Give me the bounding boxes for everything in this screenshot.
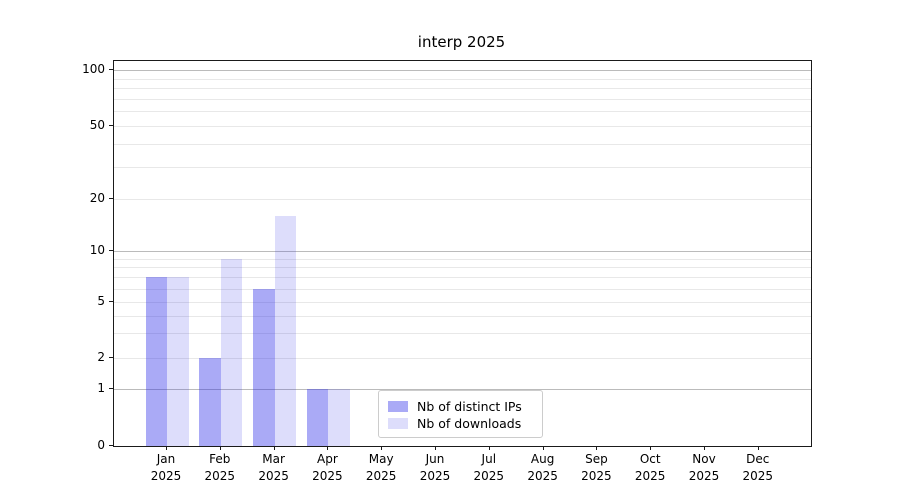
x-tick-label-jan: Jan 2025 — [150, 452, 182, 483]
x-tick-label-nov: Nov 2025 — [688, 452, 720, 483]
gridline-minor-3 — [114, 333, 811, 335]
x-tick-label-mar: Mar 2025 — [258, 452, 289, 483]
x-tick-mark-dec — [757, 446, 759, 450]
x-tick-mark-jul — [488, 446, 490, 450]
bar-downloads-mar — [274, 215, 297, 446]
y-tick-label-10: 10 — [89, 243, 105, 257]
legend-label-distinct-ips: Nb of distinct IPs — [417, 398, 522, 414]
bar-ips-apr — [306, 389, 329, 446]
y-tick-mark-100 — [109, 69, 113, 70]
gridline-minor-5 — [114, 302, 811, 303]
gridline-minor-50 — [114, 126, 811, 127]
bar-downloads-jan — [167, 277, 189, 446]
y-tick-label-1: 1 — [97, 381, 105, 395]
x-tick-mark-mar — [273, 446, 275, 450]
plot-area — [113, 60, 812, 447]
gridline-minor-80 — [114, 88, 811, 89]
y-tick-mark-2 — [109, 357, 113, 358]
x-tick-mark-jan — [166, 446, 167, 450]
x-tick-mark-nov — [704, 446, 705, 450]
gridline-major-10 — [114, 251, 811, 252]
x-tick-mark-apr — [327, 446, 329, 450]
y-tick-mark-0 — [109, 445, 113, 446]
gridline-major-100 — [114, 70, 811, 71]
legend: Nb of distinct IPs Nb of downloads — [378, 390, 543, 438]
gridline-minor-9 — [114, 258, 811, 260]
x-tick-label-apr: Apr 2025 — [312, 452, 343, 483]
y-tick-label-0: 0 — [97, 438, 105, 452]
legend-label-downloads: Nb of downloads — [417, 415, 522, 431]
y-tick-label-20: 20 — [89, 191, 105, 205]
bar-ips-feb — [199, 358, 221, 446]
bar-downloads-feb — [220, 258, 243, 446]
bar-ips-mar — [253, 288, 275, 446]
y-tick-label-5: 5 — [97, 294, 105, 308]
gridline-minor-2 — [114, 358, 811, 359]
x-tick-label-may: May 2025 — [365, 452, 397, 483]
legend-swatch-distinct-ips — [388, 400, 408, 412]
x-tick-label-aug: Aug 2025 — [527, 452, 558, 483]
y-tick-label-2: 2 — [97, 350, 105, 364]
x-tick-mark-feb — [219, 446, 221, 450]
x-tick-label-oct: Oct 2025 — [634, 452, 666, 483]
gridline-minor-20 — [114, 199, 811, 200]
x-tick-mark-sep — [596, 446, 598, 450]
legend-item-distinct-ips: Nb of distinct IPs — [388, 398, 533, 414]
gridline-minor-70 — [114, 98, 811, 100]
chart-title: interp 2025 — [417, 33, 506, 51]
x-tick-label-feb: Feb 2025 — [204, 452, 236, 483]
gridline-major-1 — [114, 389, 811, 390]
gridline-minor-30 — [114, 166, 811, 168]
gridline-minor-90 — [114, 78, 811, 80]
gridline-minor-60 — [114, 111, 811, 113]
x-tick-label-jun: Jun 2025 — [419, 452, 451, 483]
x-tick-label-dec: Dec 2025 — [742, 452, 774, 483]
bar-ips-jan — [145, 277, 167, 446]
x-tick-label-jul: Jul 2025 — [473, 452, 505, 483]
gridline-minor-4 — [114, 315, 811, 317]
y-tick-mark-5 — [109, 301, 113, 302]
y-tick-label-50: 50 — [89, 118, 105, 132]
x-tick-mark-aug — [542, 446, 544, 450]
gridline-minor-8 — [114, 267, 811, 269]
gridline-minor-7 — [114, 277, 811, 279]
x-tick-mark-oct — [650, 446, 652, 450]
y-tick-label-100: 100 — [82, 62, 105, 76]
y-tick-mark-20 — [109, 198, 113, 199]
legend-item-downloads: Nb of downloads — [388, 415, 533, 431]
y-tick-mark-1 — [109, 388, 113, 389]
gridline-minor-40 — [114, 143, 811, 145]
y-tick-mark-10 — [109, 250, 113, 251]
x-tick-label-sep: Sep 2025 — [581, 452, 612, 483]
legend-swatch-downloads — [388, 417, 408, 429]
x-tick-mark-may — [381, 446, 383, 450]
bar-downloads-apr — [328, 389, 350, 446]
y-tick-mark-50 — [109, 125, 113, 126]
x-tick-mark-jun — [435, 446, 436, 450]
gridline-minor-6 — [114, 288, 811, 290]
